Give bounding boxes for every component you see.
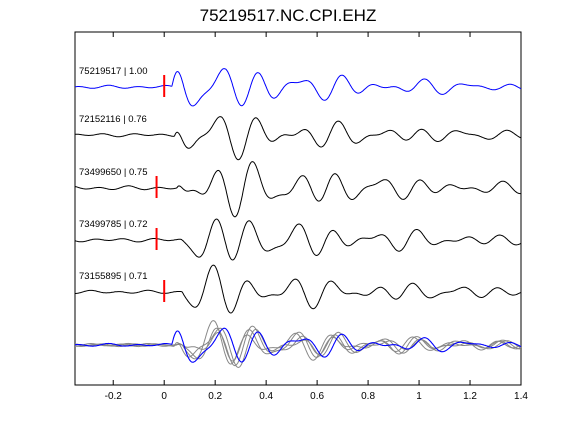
trace-label: 73499785 | 0.72: [79, 219, 148, 230]
x-tick-label: -0.2: [105, 391, 123, 402]
x-tick-label: 1.2: [463, 391, 477, 402]
x-tick-label: 0.6: [310, 391, 324, 402]
stack-trace-primary: [74, 327, 522, 363]
waveform-trace: [75, 116, 522, 161]
trace-label: 73499650 | 0.75: [79, 167, 148, 178]
waveform-trace: [74, 218, 522, 261]
x-tick-label: 1: [416, 391, 422, 402]
trace-label: 72152116 | 0.76: [79, 114, 147, 125]
waveform-trace: [74, 68, 522, 107]
waveform-trace: [74, 161, 521, 218]
stack-trace: [75, 320, 522, 365]
x-tick-label: 1.4: [514, 391, 528, 402]
x-tick-label: 0: [161, 391, 167, 402]
chart-title: 75219517.NC.CPI.EHZ: [199, 6, 377, 25]
plot-frame: [74, 31, 522, 386]
x-tick-label: 0.8: [361, 391, 375, 402]
x-tick-label: 0.4: [259, 391, 273, 402]
trace-label: 73155895 | 0.71: [79, 271, 148, 282]
trace-label: 75219517 | 1.00: [79, 66, 148, 77]
x-tick-label: 0.2: [208, 391, 222, 402]
waveform-trace: [75, 264, 522, 314]
